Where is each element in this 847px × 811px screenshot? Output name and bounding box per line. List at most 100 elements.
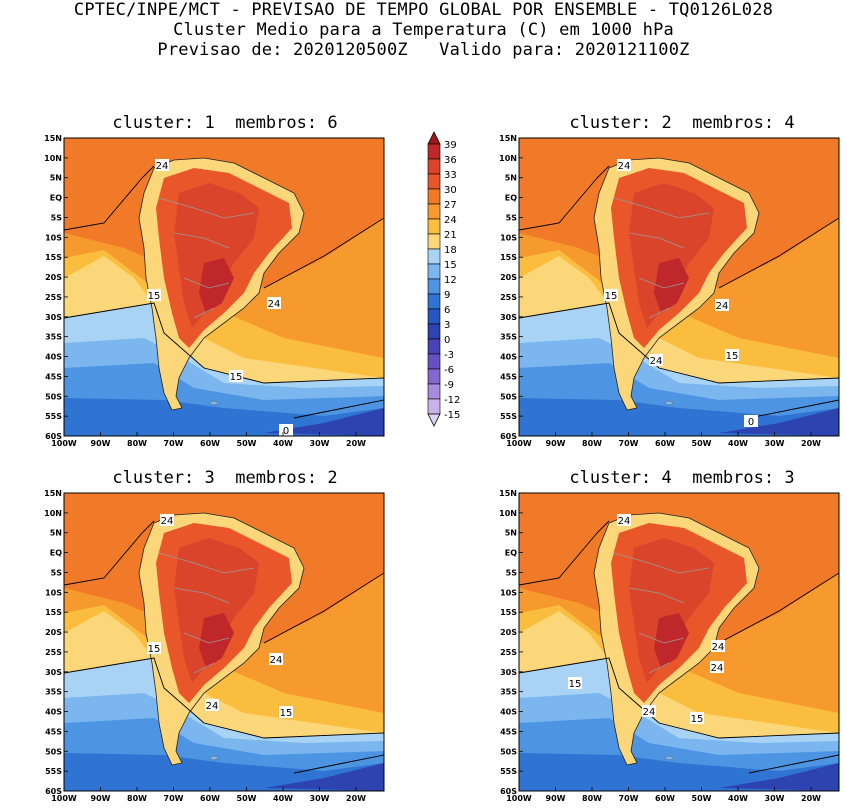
panel-title: cluster: 2 membros: 4 — [569, 113, 795, 133]
lon-label: 80W — [582, 794, 602, 803]
contour-label-text: 15 — [605, 291, 618, 302]
header-dates: Previsao de: 2020120500Z Valido para: 20… — [157, 40, 690, 60]
country-borders — [158, 197, 255, 319]
heat-zone-36 — [199, 258, 234, 313]
colorbar-label: 39 — [444, 140, 457, 151]
lat-label: 10S — [500, 233, 517, 242]
lat-label: 15N — [499, 489, 517, 498]
heat-zone-36 — [654, 613, 689, 668]
lat-label: 30S — [500, 313, 517, 322]
lon-label: 70W — [619, 794, 639, 803]
lat-label: 45S — [45, 727, 62, 736]
lat-label: 10N — [44, 509, 62, 518]
heat-zone-36 — [654, 258, 689, 313]
colorbar-label: 3 — [444, 320, 450, 331]
contour-label: 15 — [279, 706, 293, 719]
lon-label: 90W — [91, 439, 111, 448]
contour-label-text: 24 — [161, 516, 174, 527]
contour-label: 15 — [604, 289, 618, 302]
contour-label: 15 — [568, 677, 582, 690]
colorbar-swatch — [427, 338, 441, 355]
lat-label: 25S — [45, 648, 62, 657]
map-frame — [518, 492, 840, 792]
island — [664, 400, 674, 406]
contour-label: 24 — [205, 699, 219, 712]
lat-label: EQ — [505, 549, 517, 558]
colorbar-top-arrow — [427, 131, 441, 145]
colorbar-swatch — [427, 233, 441, 250]
lon-label: 20W — [346, 794, 366, 803]
lat-label: 50S — [45, 747, 62, 756]
colorbar-swatch — [427, 308, 441, 325]
contour-label-text: 24 — [643, 707, 656, 718]
lat-label: 10N — [499, 154, 517, 163]
colorbar-label: 18 — [444, 245, 457, 256]
contour-label-text: 24 — [270, 655, 283, 666]
colorbar-swatch — [427, 383, 441, 400]
lon-label: 60W — [200, 439, 220, 448]
lat-label: 5N — [505, 174, 517, 183]
lat-label: 15S — [45, 608, 62, 617]
lon-label: 80W — [127, 794, 147, 803]
temp-band-0 — [264, 763, 384, 791]
contour-label: 0 — [744, 415, 758, 428]
lat-label: 35S — [45, 688, 62, 697]
heat-zone-36 — [199, 613, 234, 668]
lat-label: 45S — [500, 372, 517, 381]
colorbar-label: 36 — [444, 155, 457, 166]
lon-label: 20W — [801, 794, 821, 803]
contour-label-text: 24 — [712, 642, 725, 653]
lat-label: 40S — [500, 708, 517, 717]
lon-label: 30W — [310, 439, 330, 448]
lat-label: 55S — [500, 412, 517, 421]
lon-label: 60W — [655, 439, 675, 448]
lat-label: 50S — [500, 747, 517, 756]
lon-label: 80W — [582, 439, 602, 448]
contour-label: 24 — [267, 297, 281, 310]
lon-label: 100W — [506, 439, 532, 448]
lat-label: 55S — [45, 767, 62, 776]
lat-label: 40S — [45, 353, 62, 362]
map-frame — [63, 492, 385, 792]
lat-label: 40S — [500, 353, 517, 362]
colorbar-label: 0 — [444, 335, 450, 346]
lon-label: 50W — [237, 439, 257, 448]
lon-label: 70W — [164, 794, 184, 803]
lon-label: 40W — [728, 794, 748, 803]
header-subtitle: Cluster Medio para a Temperatura (C) em … — [173, 20, 674, 40]
lat-label: 20S — [500, 628, 517, 637]
lat-label: 45S — [500, 727, 517, 736]
colorbar-label: -6 — [444, 365, 454, 376]
contour-label: 24 — [617, 514, 631, 527]
contour-lines — [519, 165, 839, 419]
temperature-map: 24 24 24 24 15 15 15N 10N 5N EQ 5S 10S 15S 20S 25S 30S 3… — [499, 489, 840, 803]
colorbar-label: 33 — [444, 170, 457, 181]
colorbar-label: 27 — [444, 200, 457, 211]
temperature-map: 2424241515015N10N5NEQ5S10S15S20S25S30S35… — [44, 134, 385, 448]
heat-zone-33 — [174, 183, 259, 328]
contour-label-text: 15 — [726, 351, 739, 362]
lat-label: 10S — [45, 233, 62, 242]
colorbar-swatch — [427, 203, 441, 220]
map-frame — [63, 137, 385, 437]
temp-band-0 — [719, 763, 839, 791]
contour-label: 24 — [649, 354, 663, 367]
contour-label: 24 — [160, 514, 174, 527]
lon-label: 40W — [273, 439, 293, 448]
colorbar-swatch — [427, 323, 441, 340]
lat-label: EQ — [50, 549, 62, 558]
contour-label: 15 — [229, 370, 243, 383]
lat-label: 20S — [500, 273, 517, 282]
island — [209, 755, 219, 761]
lon-label: 50W — [692, 794, 712, 803]
lat-label: 25S — [45, 293, 62, 302]
lat-label: 50S — [500, 392, 517, 401]
lat-label: 5N — [50, 174, 62, 183]
lat-label: 55S — [45, 412, 62, 421]
lat-label: 5N — [50, 529, 62, 538]
lon-label: 30W — [310, 794, 330, 803]
colorbar-swatch — [427, 143, 441, 160]
colorbar-label: 6 — [444, 305, 450, 316]
contour-label: 15 — [725, 349, 739, 362]
